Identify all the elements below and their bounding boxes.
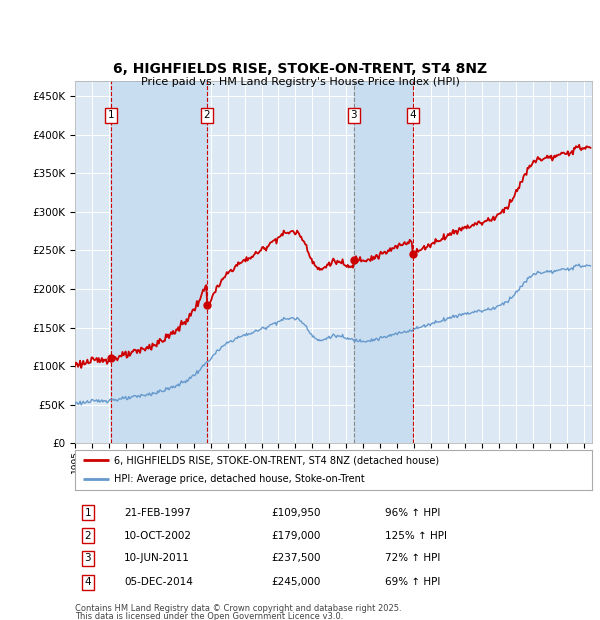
Text: 10-OCT-2002: 10-OCT-2002 — [124, 531, 192, 541]
Text: 6, HIGHFIELDS RISE, STOKE-ON-TRENT, ST4 8NZ (detached house): 6, HIGHFIELDS RISE, STOKE-ON-TRENT, ST4 … — [114, 455, 439, 466]
Text: 69% ↑ HPI: 69% ↑ HPI — [385, 577, 440, 587]
Text: 2: 2 — [203, 110, 210, 120]
Text: £179,000: £179,000 — [272, 531, 321, 541]
Text: 1: 1 — [108, 110, 115, 120]
Text: 96% ↑ HPI: 96% ↑ HPI — [385, 508, 440, 518]
Text: 3: 3 — [85, 554, 91, 564]
Text: Price paid vs. HM Land Registry's House Price Index (HPI): Price paid vs. HM Land Registry's House … — [140, 77, 460, 87]
Text: 3: 3 — [350, 110, 357, 120]
Text: 10-JUN-2011: 10-JUN-2011 — [124, 554, 190, 564]
Text: 2: 2 — [85, 531, 91, 541]
Text: 72% ↑ HPI: 72% ↑ HPI — [385, 554, 440, 564]
Text: 1: 1 — [85, 508, 91, 518]
Text: £245,000: £245,000 — [272, 577, 321, 587]
Bar — [111, 81, 207, 443]
Text: 05-DEC-2014: 05-DEC-2014 — [124, 577, 193, 587]
Text: 6, HIGHFIELDS RISE, STOKE-ON-TRENT, ST4 8NZ: 6, HIGHFIELDS RISE, STOKE-ON-TRENT, ST4 … — [113, 63, 487, 76]
Text: HPI: Average price, detached house, Stoke-on-Trent: HPI: Average price, detached house, Stok… — [114, 474, 365, 484]
Text: 21-FEB-1997: 21-FEB-1997 — [124, 508, 191, 518]
Text: 4: 4 — [409, 110, 416, 120]
Text: 125% ↑ HPI: 125% ↑ HPI — [385, 531, 448, 541]
Text: £109,950: £109,950 — [272, 508, 321, 518]
Text: This data is licensed under the Open Government Licence v3.0.: This data is licensed under the Open Gov… — [75, 612, 343, 620]
Text: £237,500: £237,500 — [272, 554, 321, 564]
Bar — [354, 81, 413, 443]
Text: 4: 4 — [85, 577, 91, 587]
Text: Contains HM Land Registry data © Crown copyright and database right 2025.: Contains HM Land Registry data © Crown c… — [75, 604, 401, 613]
